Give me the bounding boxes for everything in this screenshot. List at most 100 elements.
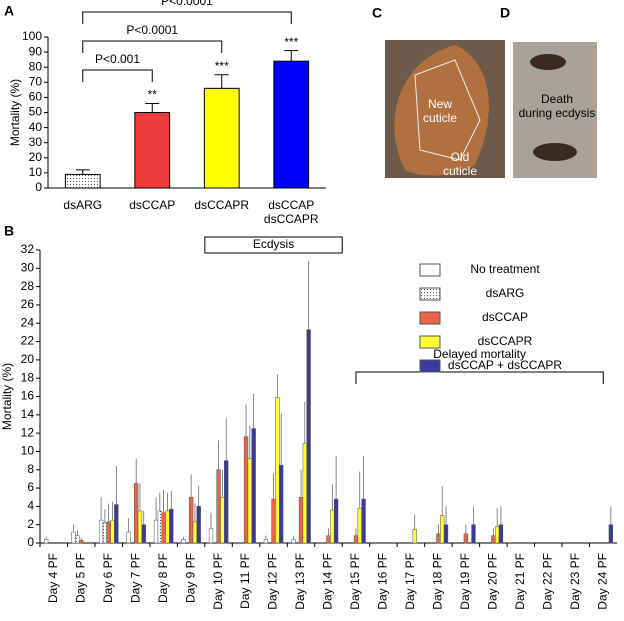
y-tick-label: 26 xyxy=(21,297,35,311)
y-tick-label: 2 xyxy=(27,517,34,531)
bar xyxy=(361,498,366,544)
bar xyxy=(126,531,131,544)
significance: ** xyxy=(148,88,158,102)
bar xyxy=(498,524,504,544)
x-tick-label: Day 13 PF xyxy=(293,553,307,610)
bar xyxy=(161,512,166,544)
x-tick-label: Day 8 PF xyxy=(156,553,170,603)
p-value: P<0.0001 xyxy=(161,0,213,8)
legend-label: dsCCAPR xyxy=(478,334,533,348)
y-tick-label: 0 xyxy=(27,535,34,549)
y-tick-label: 70 xyxy=(29,74,43,88)
x-tick-label: dsCCAP dsCCAPR xyxy=(264,198,319,226)
y-tick-label: 50 xyxy=(29,105,43,119)
bar xyxy=(141,524,146,544)
bar xyxy=(43,539,49,544)
x-tick-label: Day 14 PF xyxy=(321,553,335,610)
y-tick-label: 16 xyxy=(21,389,35,403)
bar xyxy=(471,524,476,544)
x-tick-label: Day 15 PF xyxy=(348,553,362,610)
bar xyxy=(134,112,171,189)
x-tick-label: Day 17 PF xyxy=(403,553,417,610)
y-tick-label: 30 xyxy=(21,260,35,274)
legend-swatch xyxy=(419,287,441,301)
bar xyxy=(208,528,214,544)
legend-swatch xyxy=(419,263,441,277)
x-tick-label: Day 9 PF xyxy=(183,553,197,603)
legend-label: dsCCAP + dsCCAPR xyxy=(448,358,562,372)
bar xyxy=(216,469,221,544)
bar xyxy=(463,533,469,544)
y-tick-label: 14 xyxy=(21,407,35,421)
bar xyxy=(273,60,310,189)
x-tick-label: Day 19 PF xyxy=(458,553,472,610)
ecdysis-label: Ecdysis xyxy=(253,237,294,251)
bar xyxy=(79,540,84,544)
bar xyxy=(153,519,159,544)
x-tick-label: dsARG xyxy=(63,198,102,212)
legend-label: No treatment xyxy=(470,262,540,276)
photo-label: Death during ecdysis xyxy=(519,92,596,120)
bar xyxy=(278,464,284,544)
y-tick-label: 8 xyxy=(27,462,34,476)
x-tick-label: Day 11 PF xyxy=(238,553,252,609)
photo-d xyxy=(513,42,597,178)
p-value: P<0.001 xyxy=(95,52,140,66)
bar xyxy=(302,442,307,544)
bar xyxy=(251,428,256,544)
bar xyxy=(243,436,249,544)
delayed-label: Delayed mortality xyxy=(433,347,526,361)
bar xyxy=(291,539,296,544)
bracket xyxy=(82,40,223,53)
panel-letter: B xyxy=(4,223,14,239)
bar xyxy=(165,510,170,544)
y-axis-label: Mortality (%) xyxy=(8,79,22,146)
bar xyxy=(495,526,500,544)
y-tick-label: 20 xyxy=(29,150,43,164)
photo-label: Old cuticle xyxy=(443,150,477,178)
bar xyxy=(75,535,80,544)
bar xyxy=(102,522,108,544)
bracket xyxy=(82,11,292,24)
y-tick-label: 4 xyxy=(27,499,34,513)
x-tick-label: Day 23 PF xyxy=(568,553,582,610)
x-tick-label: dsCCAP xyxy=(129,198,175,212)
significance: *** xyxy=(215,59,229,73)
panel-letter: D xyxy=(500,5,510,21)
y-tick-label: 28 xyxy=(21,279,35,293)
x-tick-label: Day 24 PF xyxy=(595,553,609,610)
bar xyxy=(491,535,496,544)
bar xyxy=(306,329,311,544)
y-tick-label: 32 xyxy=(21,242,35,256)
y-tick-label: 20 xyxy=(21,352,35,366)
y-tick-label: 30 xyxy=(29,135,43,149)
bar xyxy=(71,531,76,544)
photo-c xyxy=(385,40,505,178)
y-tick-label: 90 xyxy=(29,44,43,58)
y-tick-label: 0 xyxy=(35,180,42,194)
legend-swatch xyxy=(419,311,441,325)
bar xyxy=(247,458,253,544)
bar xyxy=(134,483,139,544)
bar xyxy=(357,507,362,544)
bar xyxy=(98,519,104,544)
y-axis-label: Mortality (%) xyxy=(0,363,14,430)
x-tick-label: dsCCAPR xyxy=(194,198,249,212)
y-tick-label: 10 xyxy=(29,165,43,179)
legend-label: dsCCAP xyxy=(482,310,528,324)
y-tick-label: 12 xyxy=(21,425,35,439)
x-tick-label: Day 20 PF xyxy=(486,553,500,610)
y-tick-label: 22 xyxy=(21,334,35,348)
bar xyxy=(443,524,449,544)
bar xyxy=(114,504,119,544)
x-tick-label: Day 16 PF xyxy=(376,553,390,610)
bar xyxy=(224,460,229,544)
bar xyxy=(192,521,198,544)
y-tick-label: 40 xyxy=(29,120,43,134)
x-tick-label: Day 7 PF xyxy=(128,553,142,603)
bar xyxy=(333,498,339,544)
bar xyxy=(157,510,162,544)
bracket xyxy=(82,69,153,82)
x-tick-label: Day 4 PF xyxy=(46,553,60,603)
